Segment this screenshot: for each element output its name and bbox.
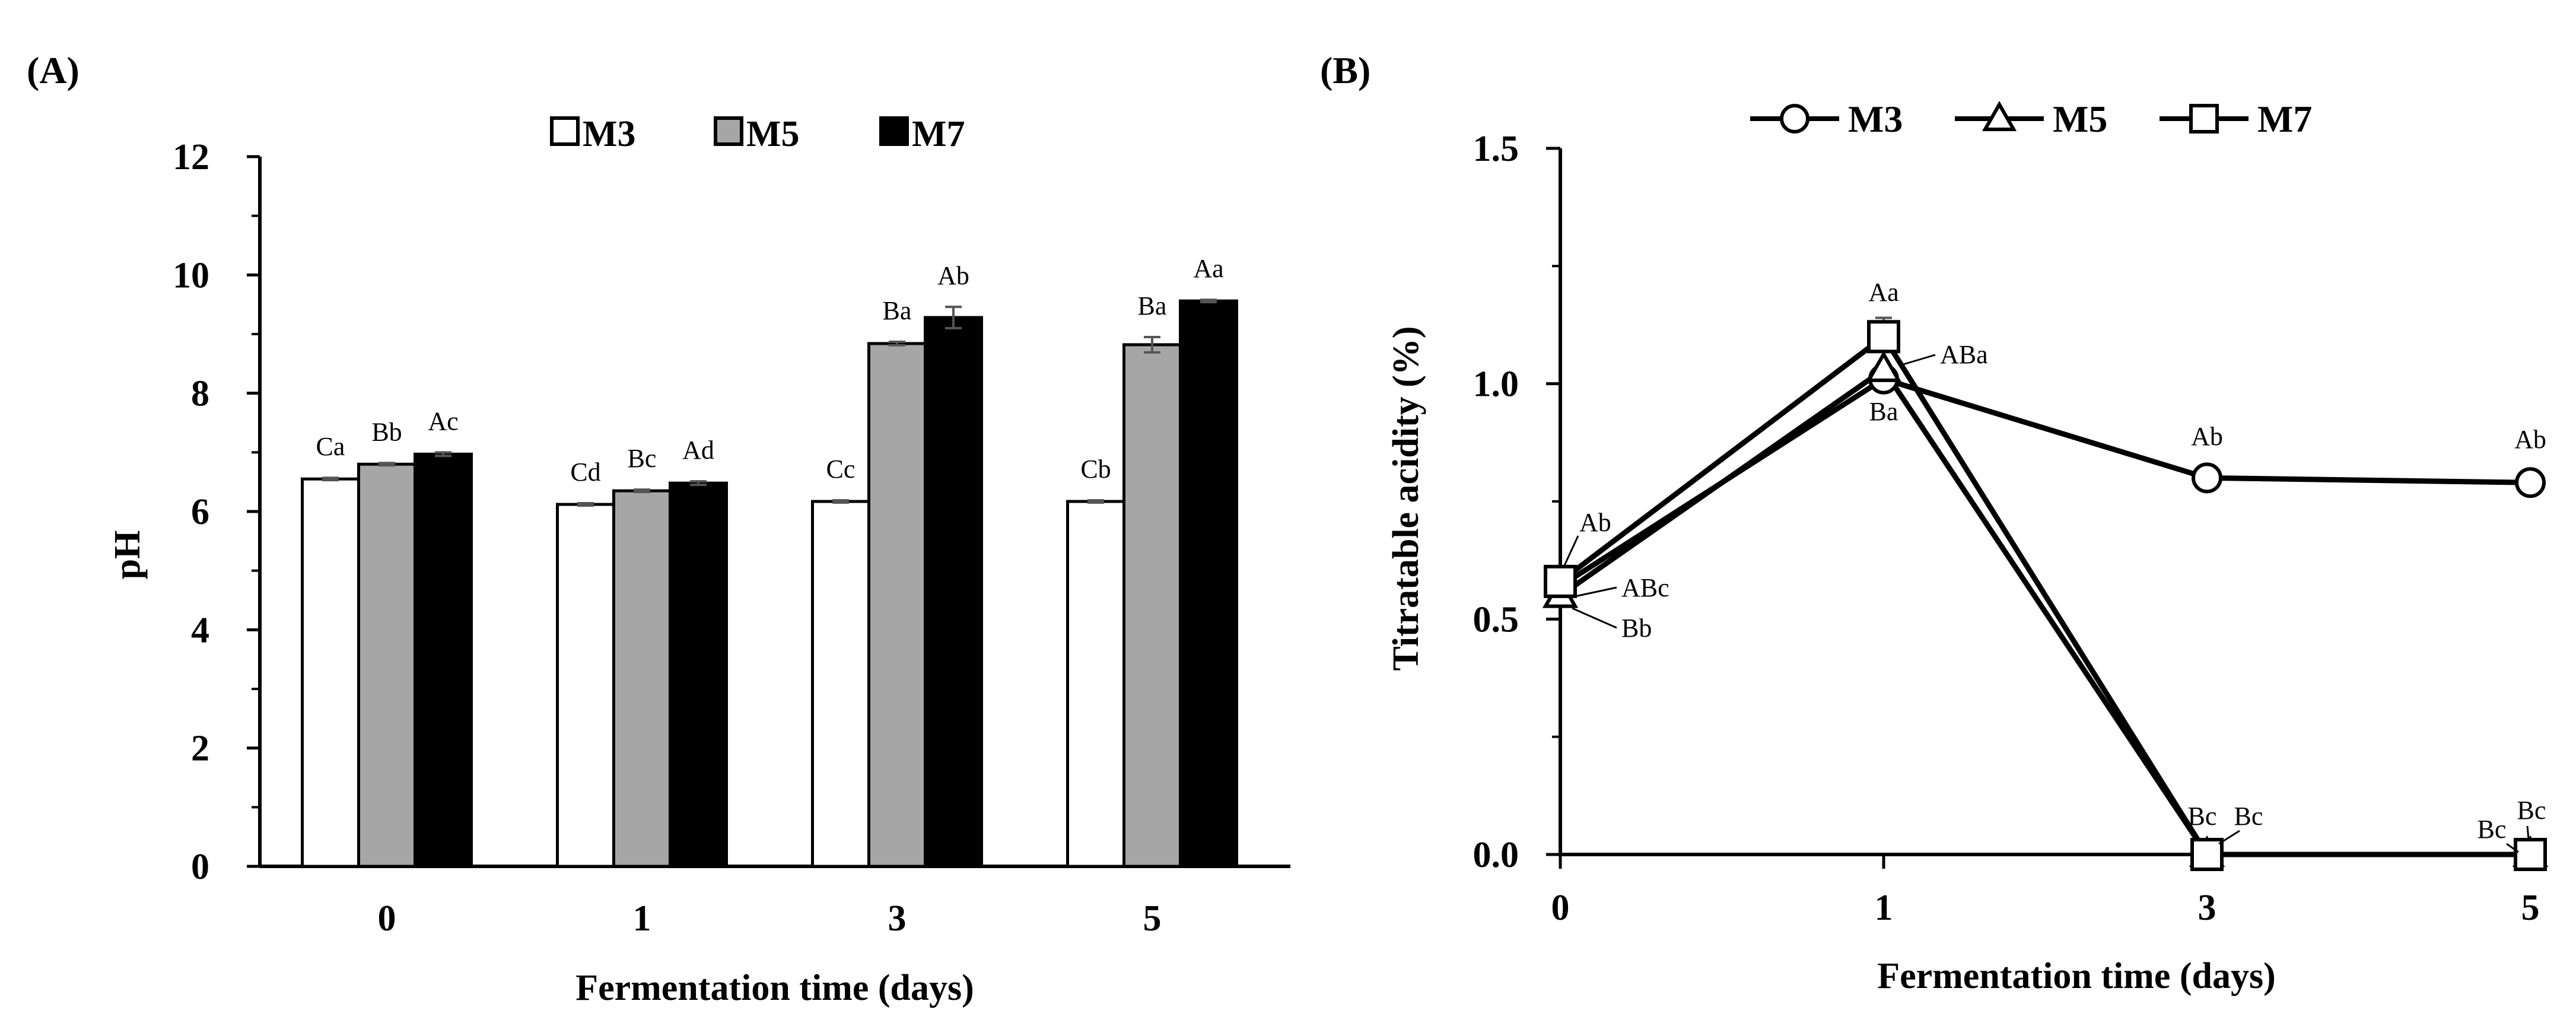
panel-b-y-tick-label: 0.0 <box>1473 835 1519 875</box>
bar-significance-label: Aa <box>1193 254 1223 283</box>
legend-label-m7: M7 <box>2257 98 2312 140</box>
panel-b-x-tick-label: 3 <box>2198 888 2216 928</box>
label-leader-line <box>1575 586 1617 598</box>
panel-b-x-axis-title: Fermentation time (days) <box>1877 956 2276 996</box>
bar-m3-day-1 <box>556 503 615 868</box>
legend-swatch-m7 <box>879 116 909 146</box>
panel-b-legend: M3 M5 M7 <box>1750 98 2312 140</box>
series-line-m3 <box>1559 376 2531 589</box>
panel-a-x-tick-label: 5 <box>1143 898 1162 939</box>
marker-m3-day-3 <box>2192 462 2222 494</box>
panel-b-y-tick-label: 0.5 <box>1473 599 1519 640</box>
legend-label-m5: M5 <box>2053 98 2107 140</box>
panel-a-y-tick-label: 0 <box>191 847 209 887</box>
bar-m5-day-0 <box>357 462 416 868</box>
panel-a-x-tick-label: 1 <box>633 898 651 939</box>
bar-m7-day-3 <box>924 316 983 868</box>
panel-a-x-tick-label: 3 <box>888 898 907 939</box>
panel-b: (B) M3 M5 M7 0.00.51.01.50 1 3 5 AbABcBbAaA… <box>1320 49 2549 996</box>
legend-label-m3: M3 <box>583 114 636 154</box>
series-line-m7 <box>1559 333 2530 857</box>
point-significance-label: Ab <box>1579 508 1611 537</box>
point-significance-label: Bc <box>2188 802 2217 831</box>
marker-m7-day-5 <box>2514 838 2547 871</box>
bar-m5-day-1 <box>612 489 672 868</box>
marker-m7-day-1 <box>1867 320 1900 354</box>
marker-m7-day-0 <box>1544 564 1577 598</box>
bar-significance-label: Ba <box>1138 291 1167 320</box>
bar-m7-day-5 <box>1179 299 1238 868</box>
panel-b-x-tick-label: 1 <box>1875 888 1893 928</box>
label-leader-line <box>2218 830 2240 845</box>
bar-m3-day-5 <box>1066 500 1125 868</box>
legend-label-m3: M3 <box>1848 98 1903 140</box>
bar-significance-label: Ad <box>682 436 714 465</box>
panel-a-legend: M3 M5 M7 <box>550 114 965 154</box>
legend-marker-square-icon <box>2189 104 2219 134</box>
panel-b-y-tick-label: 1.0 <box>1473 364 1519 405</box>
marker-m3-day-5 <box>2515 467 2546 498</box>
bar-significance-label: Ca <box>316 432 345 461</box>
point-significance-label: Bc <box>2234 802 2263 831</box>
point-significance-label: Ba <box>1869 397 1898 426</box>
panel-b-lines: Ab ABc Bb Aa ABa Ba Ab Bc Bc Ab Bc Bc <box>1542 278 2549 871</box>
panel-a-y-tick-label: 4 <box>191 610 209 650</box>
point-significance-label: ABa <box>1940 340 1988 369</box>
panel-a-x-axis-title: Fermentation time (days) <box>575 968 974 1008</box>
legend-swatch-m5 <box>714 116 743 146</box>
marker-m7-day-3 <box>2190 838 2224 871</box>
bar-m3-day-0 <box>301 477 360 868</box>
label-leader-line <box>1563 535 1579 567</box>
legend-label-m7: M7 <box>912 114 965 154</box>
legend-swatch-m3 <box>550 116 580 146</box>
bar-significance-label: Bc <box>628 444 657 473</box>
bar-significance-label: Cb <box>1080 455 1111 484</box>
bar-significance-label: Ab <box>937 261 969 290</box>
bar-significance-label: Cd <box>570 458 600 487</box>
bar-significance-label: Ac <box>428 406 458 436</box>
bar-m7-day-1 <box>669 481 728 868</box>
point-significance-label: Bc <box>2478 815 2507 844</box>
point-significance-label: Aa <box>1868 278 1898 307</box>
point-significance-label: Ab <box>2514 425 2546 454</box>
series-line-m5 <box>1559 367 2530 857</box>
panel-a-y-tick-label: 2 <box>191 729 209 769</box>
panel-a-label: (A) <box>27 49 79 91</box>
point-significance-label: Ab <box>2191 422 2223 451</box>
bar-significance-label: Ba <box>883 296 912 325</box>
panel-b-x-tick-label: 5 <box>2521 888 2540 928</box>
label-leader-line <box>1572 607 1617 629</box>
legend-marker-triangle-icon <box>1982 100 2017 131</box>
panel-b-y-tick-label: 1.5 <box>1473 129 1519 169</box>
panel-b-label: (B) <box>1320 49 1370 91</box>
bar-m5-day-3 <box>867 342 927 868</box>
bar-m3-day-3 <box>811 500 870 868</box>
bar-significance-label: Bb <box>371 417 402 446</box>
panel-a-y-tick-label: 12 <box>173 137 209 177</box>
panel-a-bars: Ca Bb Ac Cd Bc Ad Cc Ba Ab Cb Ba Aa <box>301 254 1238 868</box>
point-significance-label: Bc <box>2517 796 2546 825</box>
panel-b-x-tick-label: 0 <box>1551 888 1570 928</box>
legend-label-m5: M5 <box>746 114 800 154</box>
panel-a-x-tick-label: 0 <box>378 898 396 939</box>
bar-m5-day-5 <box>1122 343 1182 868</box>
point-significance-label: ABc <box>1621 573 1669 602</box>
marker-m5-day-1 <box>1865 350 1902 382</box>
bar-significance-label: Cc <box>826 455 856 484</box>
panel-a-y-tick-label: 10 <box>173 255 209 296</box>
panel-a-y-axis-title: pH <box>107 530 148 580</box>
label-leader-line <box>2526 825 2530 840</box>
panel-a-y-tick-label: 6 <box>191 492 209 532</box>
label-leader-line <box>1901 354 1936 366</box>
label-leader-line <box>2506 843 2519 853</box>
bar-m7-day-0 <box>414 452 473 868</box>
legend-marker-circle-icon <box>1780 104 1809 134</box>
point-significance-label: Bb <box>1621 614 1652 643</box>
panel-b-y-axis-title: Titratable acidity (%) <box>1386 326 1426 671</box>
panel-a-y-tick-label: 8 <box>191 374 209 414</box>
